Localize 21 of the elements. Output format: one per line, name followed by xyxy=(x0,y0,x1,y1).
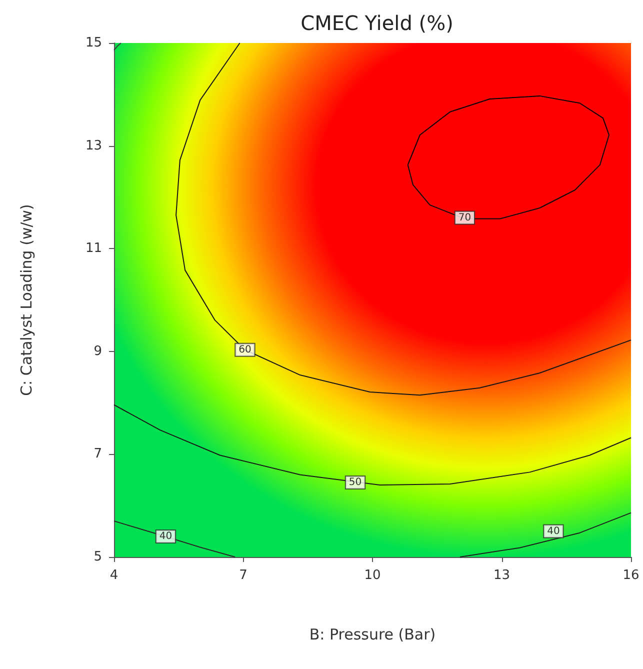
x-tick-label: 7 xyxy=(239,568,248,583)
line-series xyxy=(176,42,632,396)
annotation: 40 xyxy=(159,530,172,542)
y-tick-label: 13 xyxy=(85,138,102,154)
y-axis-title: C: Catalyst Loading (w/w) xyxy=(18,204,36,396)
x-tick-label: 13 xyxy=(493,568,510,583)
y-tick-label: 5 xyxy=(94,550,102,564)
line-series xyxy=(114,520,236,558)
x-tick-label: 4 xyxy=(110,568,118,583)
annotation: 50 xyxy=(348,476,362,488)
line-series xyxy=(114,404,632,486)
line-series xyxy=(459,512,632,558)
chart-title: CMEC Yield (%) xyxy=(300,11,454,35)
y-tick-label: 7 xyxy=(94,446,102,462)
annotation: 40 xyxy=(547,526,560,537)
x-axis-title: B: Pressure (Bar) xyxy=(309,626,436,644)
y-tick-label: 11 xyxy=(85,241,102,256)
y-tick-label: 9 xyxy=(94,344,102,359)
x-tick-label: 16 xyxy=(622,568,640,583)
y-tick-label: 15 xyxy=(85,36,102,50)
x-tick-label: 10 xyxy=(364,568,381,583)
